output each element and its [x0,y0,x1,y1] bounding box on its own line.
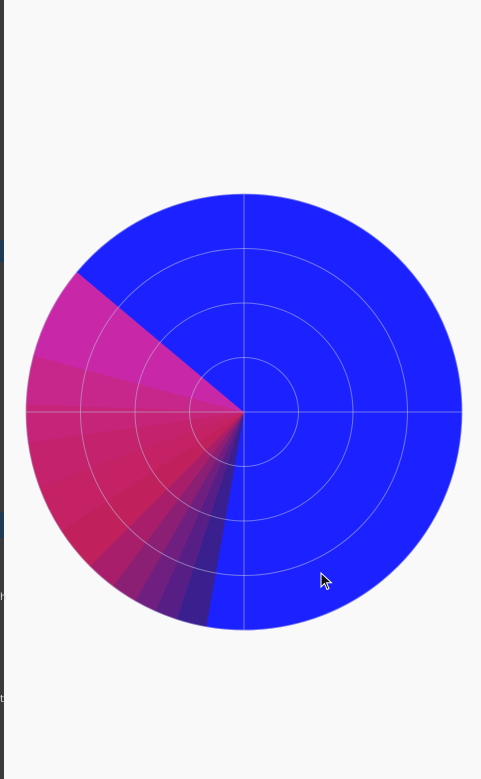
left-edge-highlight [0,512,4,538]
mouse-cursor-icon [320,571,334,592]
edge-text: t [0,694,4,705]
left-window-edge [0,0,4,779]
grid-layer [25,193,463,631]
slice-layer [25,193,463,631]
edge-text: h [0,592,6,603]
left-edge-highlight [0,240,4,262]
